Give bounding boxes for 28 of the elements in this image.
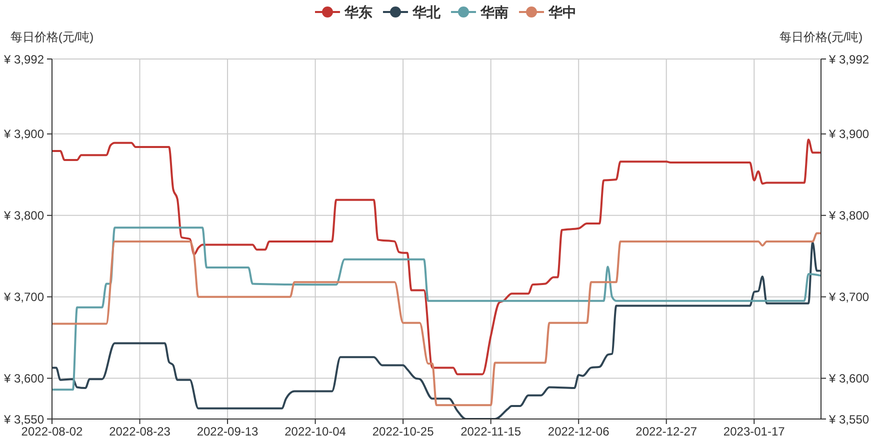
x-tick-label: 2022-09-13 bbox=[196, 424, 259, 439]
y2-tick-label: ¥ 3,550 bbox=[828, 412, 870, 426]
y2-tick-label: ¥ 3,800 bbox=[828, 208, 870, 223]
y-tick-label: ¥ 3,800 bbox=[2, 208, 44, 223]
legend-label: 华南 bbox=[480, 3, 508, 21]
legend-label: 华中 bbox=[548, 3, 576, 21]
x-tick-label: 2022-12-06 bbox=[548, 424, 610, 439]
x-tick-label: 2022-08-02 bbox=[21, 424, 84, 439]
y2-tick-label: ¥ 3,900 bbox=[828, 127, 870, 142]
y2-tick-label: ¥ 3,992 bbox=[828, 52, 870, 66]
y-axis-title: 每日价格(元/吨) bbox=[10, 29, 94, 46]
y-tick-label: ¥ 3,700 bbox=[2, 290, 44, 304]
x-tick-label: 2022-12-27 bbox=[636, 424, 698, 439]
x-tick-label: 2023-01-17 bbox=[723, 424, 786, 439]
y-tick-label: ¥ 3,600 bbox=[2, 372, 44, 386]
x-tick-label: 2022-11-15 bbox=[460, 424, 522, 439]
line-series bbox=[52, 138, 821, 376]
y2-tick-label: ¥ 3,700 bbox=[828, 290, 870, 304]
legend-label: 华东 bbox=[344, 3, 372, 21]
y-tick-label: ¥ 3,550 bbox=[2, 412, 44, 426]
y2-axis-title: 每日价格(元/吨) bbox=[779, 29, 863, 46]
x-tick-label: 2022-10-25 bbox=[372, 424, 434, 439]
x-tick-label: 2022-10-04 bbox=[284, 424, 346, 439]
legend-label: 华北 bbox=[412, 3, 440, 21]
x-tick-label: 2022-08-23 bbox=[109, 424, 171, 439]
y-tick-label: ¥ 3,992 bbox=[2, 52, 44, 66]
y2-tick-label: ¥ 3,600 bbox=[828, 372, 870, 386]
y-tick-label: ¥ 3,900 bbox=[2, 127, 44, 142]
